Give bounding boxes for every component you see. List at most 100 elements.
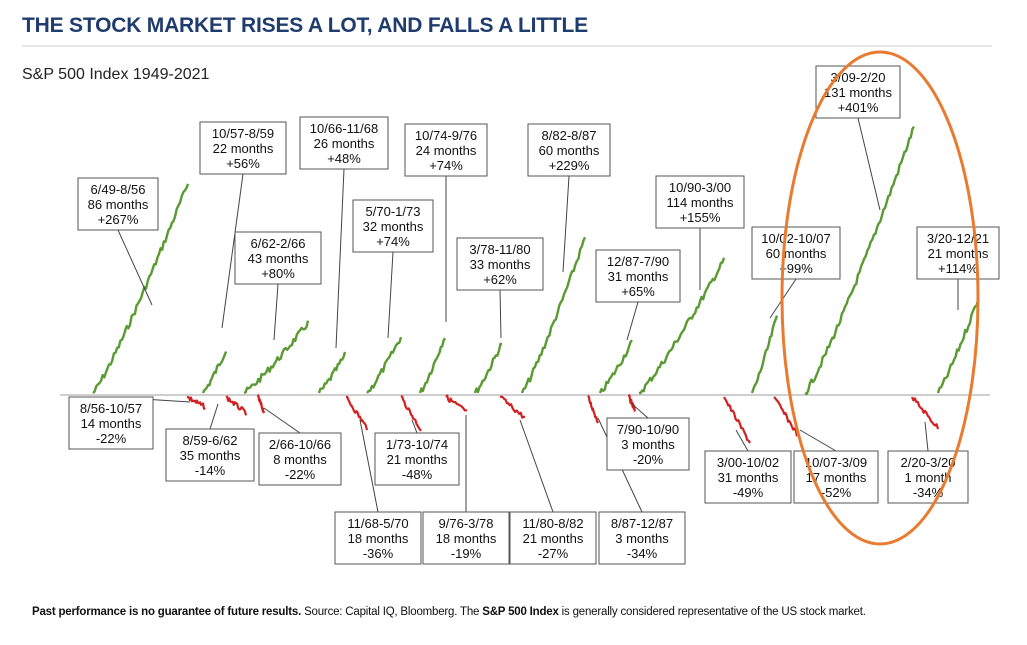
bear-market-line bbox=[723, 396, 751, 444]
bull-change-label: +155% bbox=[680, 210, 721, 225]
bull-months-label: 43 months bbox=[248, 251, 309, 266]
bear-months-label: 3 months bbox=[621, 437, 675, 452]
bull-market-line bbox=[473, 342, 503, 394]
bull-months-label: 21 months bbox=[928, 246, 989, 261]
bull-period-label: 12/87-7/90 bbox=[607, 254, 669, 269]
bear-months-label: 3 months bbox=[615, 531, 669, 546]
bear-label-box bbox=[704, 450, 792, 504]
bull-label-box bbox=[199, 121, 287, 175]
bear-pointer-line bbox=[735, 429, 749, 452]
footnote-index-name: S&P 500 Index bbox=[482, 606, 559, 618]
bear-pointer-line bbox=[411, 419, 418, 434]
bear-change-label: -34% bbox=[913, 485, 944, 500]
bull-label-box bbox=[527, 123, 611, 177]
bear-change-label: -36% bbox=[363, 546, 394, 561]
bear-market-line bbox=[445, 394, 468, 412]
bull-label-box bbox=[299, 116, 389, 170]
bear-label-box bbox=[606, 417, 690, 471]
bull-pointer-line bbox=[626, 301, 639, 341]
bull-label-box bbox=[234, 231, 322, 285]
bull-label-box bbox=[352, 199, 434, 253]
bull-label-box bbox=[77, 177, 159, 231]
bear-market-line bbox=[186, 395, 206, 410]
bull-months-label: 32 months bbox=[363, 219, 424, 234]
bear-market-line bbox=[773, 396, 799, 437]
bear-months-label: 17 months bbox=[806, 470, 867, 485]
bear-change-label: -14% bbox=[195, 463, 226, 478]
bear-period-label: 2/66-10/66 bbox=[269, 437, 331, 452]
bull-market-line bbox=[317, 351, 347, 394]
bear-period-label: 7/90-10/90 bbox=[617, 422, 679, 437]
bear-pointer-line bbox=[359, 419, 379, 513]
bull-pointer-line bbox=[273, 283, 279, 341]
bull-change-label: +74% bbox=[376, 234, 410, 249]
bull-months-label: 131 months bbox=[824, 85, 892, 100]
bull-period-label: 10/90-3/00 bbox=[669, 180, 731, 195]
bear-months-label: 18 months bbox=[436, 531, 497, 546]
title-divider bbox=[22, 45, 992, 47]
bear-market-line bbox=[400, 395, 422, 432]
bear-market-line bbox=[256, 394, 266, 414]
bear-label-box bbox=[793, 450, 879, 504]
bear-label-box bbox=[374, 432, 460, 486]
bear-label-box bbox=[68, 396, 154, 450]
bull-period-label: 3/09-2/20 bbox=[831, 70, 886, 85]
bear-market-line bbox=[345, 395, 369, 431]
bull-change-label: +80% bbox=[261, 266, 295, 281]
bull-change-label: +229% bbox=[549, 158, 590, 173]
footnote: Past performance is no guarantee of futu… bbox=[32, 606, 866, 618]
bull-market-line bbox=[366, 336, 403, 394]
bull-market-line bbox=[520, 236, 587, 394]
bull-period-label: 10/57-8/59 bbox=[212, 126, 274, 141]
bear-label-box bbox=[334, 511, 422, 565]
bear-market-line bbox=[627, 394, 636, 412]
bull-period-label: 8/82-8/87 bbox=[542, 128, 597, 143]
bear-period-label: 2/20-3/20 bbox=[901, 455, 956, 470]
bear-change-label: -49% bbox=[733, 485, 764, 500]
bear-period-label: 3/00-10/02 bbox=[717, 455, 779, 470]
bull-period-label: 3/78-11/80 bbox=[469, 242, 530, 257]
bear-label-box bbox=[509, 511, 597, 565]
bull-label-box bbox=[404, 123, 488, 177]
bear-months-label: 18 months bbox=[348, 531, 409, 546]
bull-period-label: 10/66-11/68 bbox=[310, 121, 378, 136]
bull-change-label: +267% bbox=[98, 212, 139, 227]
bear-period-label: 11/68-5/70 bbox=[347, 516, 408, 531]
footnote-source: Source: Capital IQ, Bloomberg. The bbox=[301, 606, 483, 618]
bull-pointer-line bbox=[857, 117, 881, 211]
bear-label-box bbox=[422, 511, 510, 565]
bear-months-label: 21 months bbox=[387, 452, 448, 467]
bull-period-label: 6/62-2/66 bbox=[251, 236, 306, 251]
bull-pointer-line bbox=[387, 251, 394, 339]
bear-change-label: -20% bbox=[633, 452, 664, 467]
bull-change-label: +401% bbox=[838, 100, 879, 115]
bear-period-label: 8/59-6/62 bbox=[183, 433, 238, 448]
bull-pointer-line bbox=[117, 229, 153, 306]
bear-pointer-line bbox=[209, 403, 219, 430]
bull-change-label: +62% bbox=[483, 272, 517, 287]
bull-period-label: 10/02-10/07 bbox=[761, 231, 830, 246]
bull-period-label: 3/20-12/21 bbox=[927, 231, 989, 246]
bull-months-label: 114 months bbox=[667, 195, 734, 210]
highlight-ellipse bbox=[780, 50, 980, 546]
bull-market-line bbox=[598, 339, 633, 394]
bear-months-label: 31 months bbox=[718, 470, 779, 485]
bull-market-line bbox=[750, 315, 779, 394]
bear-pointer-line bbox=[631, 403, 649, 419]
footnote-tail: is generally considered representative o… bbox=[558, 606, 866, 618]
bull-pointer-line bbox=[221, 173, 244, 329]
bull-change-label: +56% bbox=[226, 156, 260, 171]
bull-pointer-line bbox=[335, 168, 345, 349]
bull-period-label: 6/49-8/56 bbox=[91, 182, 146, 197]
bull-label-box bbox=[655, 175, 745, 229]
bear-period-label: 1/73-10/74 bbox=[386, 437, 448, 452]
chart-title: THE STOCK MARKET RISES A LOT, AND FALLS … bbox=[22, 14, 588, 37]
bear-change-label: -27% bbox=[538, 546, 569, 561]
bear-months-label: 35 months bbox=[180, 448, 241, 463]
bull-market-line bbox=[936, 299, 980, 394]
bull-market-line bbox=[201, 351, 228, 394]
bull-label-box bbox=[456, 237, 544, 291]
bull-months-label: 33 months bbox=[470, 257, 531, 272]
bull-market-line bbox=[243, 320, 310, 395]
